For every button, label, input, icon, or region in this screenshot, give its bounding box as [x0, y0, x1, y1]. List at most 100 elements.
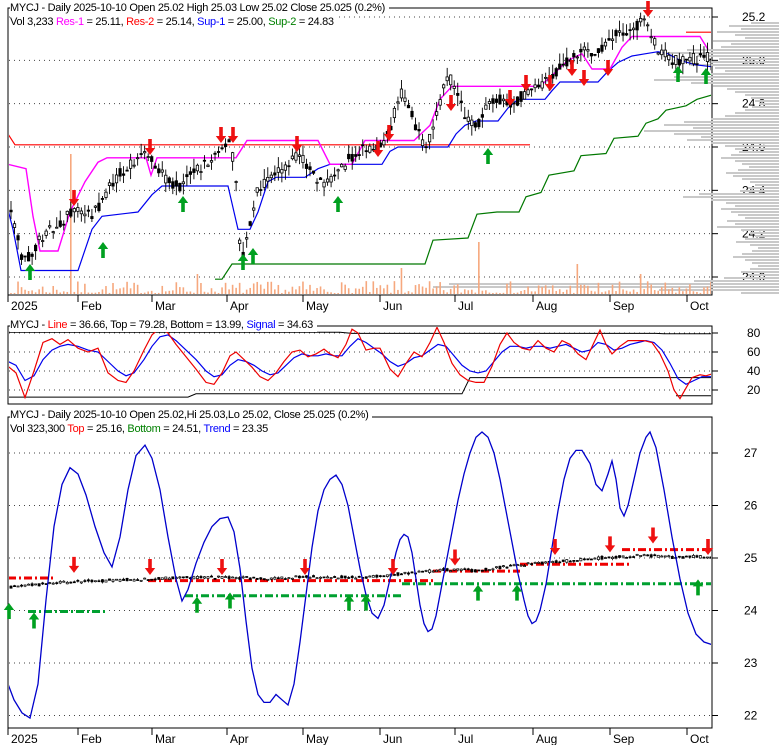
mini-candle-body	[23, 584, 27, 587]
volume-bar	[611, 284, 614, 294]
mini-candle-body	[136, 579, 140, 581]
mini-candle-body	[83, 580, 87, 582]
volume-bar	[186, 291, 188, 294]
mini-candle-body	[523, 565, 527, 567]
x-axis-label: Mar	[155, 732, 176, 745]
volume-bar	[126, 281, 128, 294]
x-axis-label: 2025	[11, 299, 38, 313]
panel2-legend-segment: = 34.63	[275, 319, 313, 331]
mini-candle-body	[466, 568, 470, 571]
volume-bar	[622, 289, 624, 294]
volume-profile-bar	[750, 232, 779, 234]
volume-bar	[608, 290, 610, 294]
volume-bar	[17, 281, 19, 294]
mini-candle-body	[509, 564, 512, 567]
mini-candle-body	[568, 560, 572, 563]
mini-candle-body	[378, 575, 382, 578]
trend-wave-line	[9, 430, 711, 720]
panel3-legend-segment: = 23.35	[230, 423, 268, 435]
volume-bar	[66, 291, 69, 294]
candle-body	[526, 89, 530, 95]
candle-body	[621, 32, 625, 36]
mini-candle-body	[618, 555, 621, 558]
volume-profile-bar	[752, 250, 779, 252]
volume-bar	[576, 264, 579, 294]
candle-body	[340, 163, 344, 168]
candle-body	[579, 48, 583, 53]
candle-body	[544, 76, 548, 79]
sell-arrow-icon	[383, 125, 395, 141]
volume-bar	[168, 290, 171, 294]
volume-bar	[94, 292, 97, 294]
volume-profile-bar	[755, 100, 779, 102]
volume-profile-bar	[674, 133, 779, 135]
candle-body	[9, 209, 13, 213]
volume-bar	[534, 291, 536, 294]
volume-bar	[326, 291, 329, 294]
mini-candle-body	[150, 578, 154, 581]
volume-bar	[80, 292, 83, 294]
mini-candle-body	[593, 557, 597, 560]
mini-candle-body	[76, 579, 80, 582]
mini-candle-body	[396, 572, 400, 576]
volume-bar	[653, 290, 656, 294]
candle-body	[624, 33, 629, 36]
sell-arrow-icon	[68, 190, 80, 206]
sell-arrow-icon	[144, 139, 156, 155]
mini-candle-body	[132, 579, 136, 582]
volume-profile-bar	[748, 187, 779, 189]
candle-body	[582, 46, 586, 51]
volume-profile-bar	[741, 271, 779, 273]
candle-body	[403, 97, 407, 102]
candle-body	[195, 164, 200, 172]
sell-arrow-icon	[68, 556, 80, 573]
candle-body	[452, 85, 456, 89]
volume-profile-bar	[758, 265, 779, 267]
volume-bar	[337, 292, 339, 294]
candle-body	[382, 140, 386, 146]
candle-body	[554, 68, 558, 77]
x-axis-label: Sep	[613, 299, 635, 313]
candle-body	[551, 74, 555, 79]
mini-candle-body	[343, 575, 347, 579]
volume-bar	[210, 288, 213, 294]
volume-bar	[485, 290, 487, 294]
volume-bar	[108, 292, 111, 294]
mini-candle-body	[526, 562, 530, 565]
volume-bar	[696, 291, 698, 294]
volume-bar	[330, 292, 332, 294]
mini-candle-body	[347, 577, 351, 579]
mini-candle-body	[537, 561, 541, 564]
volume-bar	[421, 286, 424, 294]
candle-body	[688, 56, 692, 62]
candle-body	[304, 163, 309, 169]
volume-bar	[101, 289, 104, 294]
volume-profile-bar	[721, 46, 779, 48]
mini-candle-body	[297, 575, 301, 579]
volume-profile-bar	[691, 82, 779, 84]
candle-body	[329, 175, 333, 183]
candle-body	[255, 187, 259, 193]
volume-bar	[481, 290, 484, 294]
candle-body	[449, 74, 453, 86]
volume-bar	[34, 292, 37, 294]
mini-candle-body	[663, 555, 667, 558]
candle-body	[442, 84, 446, 89]
volume-profile-bar	[644, 130, 779, 132]
buy-arrow-icon	[472, 584, 484, 601]
candle-body	[209, 160, 214, 163]
candle-body	[90, 216, 94, 219]
sell-arrow-icon	[215, 127, 227, 143]
mini-candle-body	[86, 579, 90, 582]
volume-profile-bar	[733, 256, 779, 258]
volume-profile-bar	[731, 154, 779, 156]
volume-bar	[523, 290, 526, 294]
candle-body	[466, 116, 470, 122]
mini-candle-body	[421, 570, 425, 573]
candle-body	[262, 178, 266, 188]
volume-bar	[414, 285, 417, 294]
volume-bar	[154, 292, 157, 294]
volume-bar	[390, 292, 392, 294]
volume-bar	[478, 242, 480, 294]
